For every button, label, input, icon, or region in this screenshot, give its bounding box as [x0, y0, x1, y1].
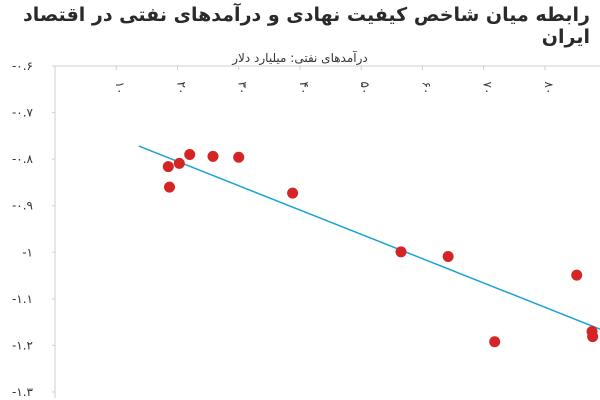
y-tick-label: -۰.۶ [12, 59, 33, 73]
data-point [162, 161, 174, 173]
chart-title: رابطه میان شاخص کیفیت نهادی و درآمدهای ن… [22, 4, 590, 48]
x-tick-label: ۵۰ [358, 82, 372, 95]
data-point [287, 187, 299, 199]
y-tick-label: -۰.۹ [12, 199, 33, 213]
y-tick-label: -۰.۸ [12, 152, 34, 166]
axes [54, 65, 600, 398]
y-tick-label: -۱.۲ [12, 338, 33, 352]
y-tick-label: -۱.۱ [12, 292, 33, 306]
data-point [489, 336, 501, 348]
data-points [162, 148, 599, 348]
x-tick-label: ۳۰ [236, 82, 250, 95]
y-tick-label: -۰.۷ [12, 106, 34, 120]
y-tick-label: -۱.۳ [12, 385, 34, 399]
x-ticks: ۱۰ ۲۰ ۳۰ ۴۰ ۵۰ ۶۰ ۷۰ ۸۰ [54, 66, 556, 95]
x-axis-title: درآمدهای نفتی: میلیارد دلار [232, 51, 368, 65]
data-point [207, 150, 219, 162]
data-point [395, 246, 407, 258]
data-point [571, 269, 583, 281]
data-point [233, 151, 245, 163]
trendline-group [138, 145, 600, 330]
x-tick-label: ۷۰ [481, 82, 495, 95]
data-point [442, 250, 454, 262]
y-tick-label: -۱ [22, 245, 33, 259]
data-point [184, 148, 196, 160]
x-tick-label: ۸۰ [542, 82, 556, 95]
x-tick-label: ۱۰ [113, 82, 127, 95]
data-point [587, 331, 599, 343]
x-tick-label: ۴۰ [297, 82, 311, 95]
x-tick-label: ۲۰ [174, 82, 188, 95]
data-point [164, 181, 176, 193]
y-ticks: -۰.۶ -۰.۷ -۰.۸ -۰.۹ -۱ -۱.۱ -۱.۲ -۱.۳ [12, 59, 55, 399]
x-tick-label: ۶۰ [419, 82, 433, 95]
data-point [173, 157, 185, 169]
trendline [138, 145, 600, 330]
